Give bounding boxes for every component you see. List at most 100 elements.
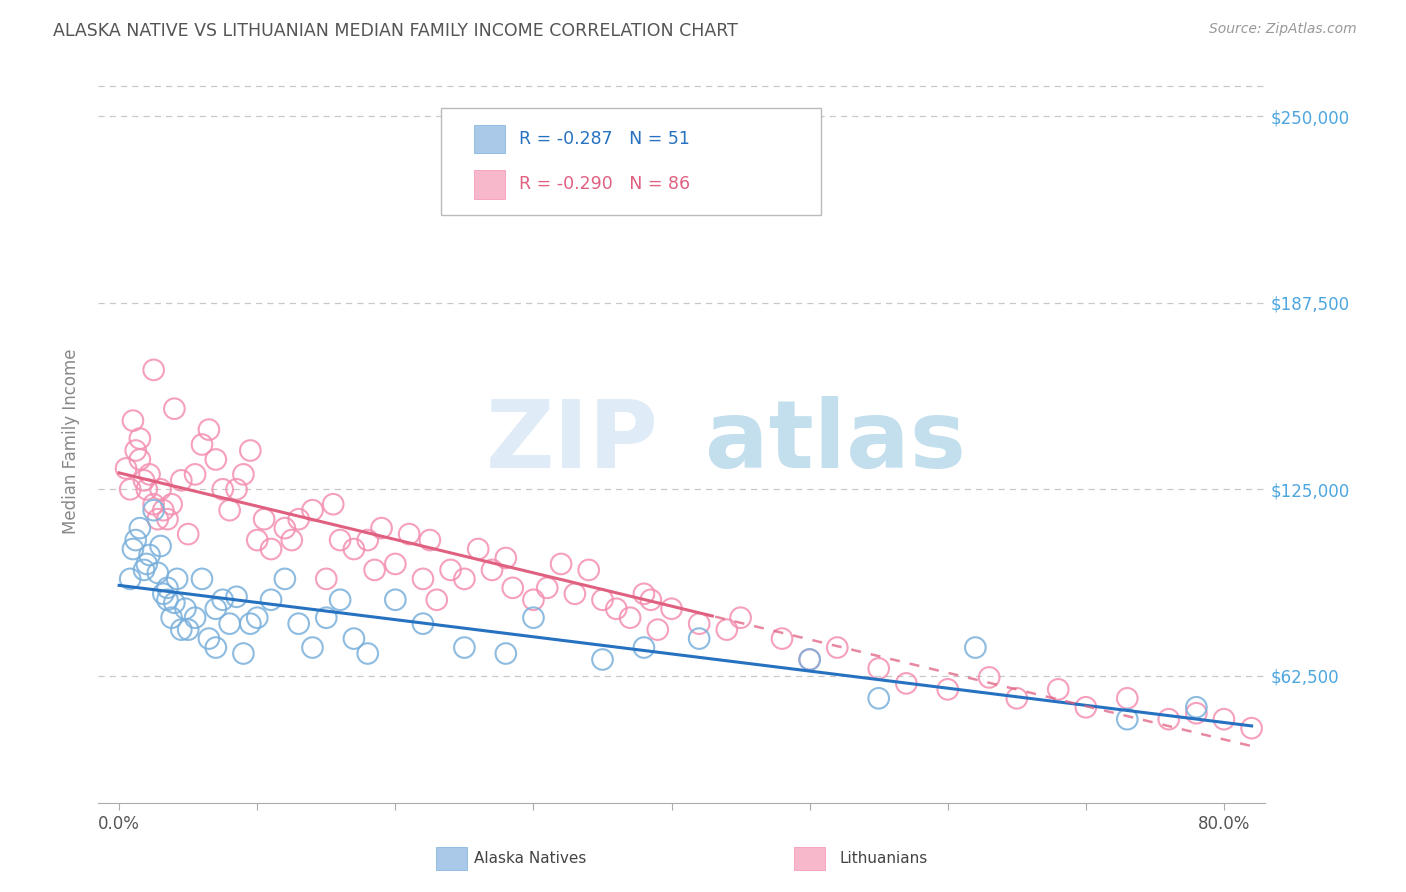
Point bbox=[166, 572, 188, 586]
Point bbox=[357, 533, 380, 547]
Point bbox=[146, 512, 169, 526]
Point bbox=[152, 587, 174, 601]
Point bbox=[1005, 691, 1028, 706]
Point bbox=[412, 572, 434, 586]
Point bbox=[357, 647, 380, 661]
Point bbox=[688, 632, 710, 646]
Point bbox=[211, 592, 233, 607]
Point bbox=[170, 474, 193, 488]
Point bbox=[163, 401, 186, 416]
Point bbox=[868, 661, 890, 675]
Point bbox=[412, 616, 434, 631]
Point bbox=[502, 581, 524, 595]
Point bbox=[142, 497, 165, 511]
Point bbox=[827, 640, 849, 655]
Point bbox=[239, 616, 262, 631]
Point bbox=[135, 483, 157, 497]
Point bbox=[146, 566, 169, 580]
Point bbox=[633, 640, 655, 655]
Point bbox=[225, 483, 247, 497]
Point bbox=[287, 512, 309, 526]
Point bbox=[716, 623, 738, 637]
Point bbox=[142, 503, 165, 517]
Point bbox=[149, 539, 172, 553]
Point bbox=[467, 541, 489, 556]
Point bbox=[177, 527, 200, 541]
Point bbox=[363, 563, 385, 577]
Point bbox=[132, 563, 155, 577]
Point bbox=[253, 512, 276, 526]
Point bbox=[204, 640, 226, 655]
Point bbox=[128, 452, 150, 467]
Point bbox=[184, 610, 207, 624]
Point bbox=[965, 640, 987, 655]
Point bbox=[522, 592, 544, 607]
Point bbox=[1213, 712, 1236, 726]
Point bbox=[260, 592, 283, 607]
Point bbox=[799, 652, 821, 666]
Point bbox=[1240, 721, 1263, 735]
Point bbox=[799, 652, 821, 666]
Point bbox=[384, 557, 406, 571]
Point bbox=[120, 483, 142, 497]
Point bbox=[128, 432, 150, 446]
Point bbox=[578, 563, 600, 577]
Point bbox=[204, 601, 226, 615]
Point bbox=[730, 610, 752, 624]
Point bbox=[384, 592, 406, 607]
Text: R = -0.287   N = 51: R = -0.287 N = 51 bbox=[519, 130, 690, 148]
Point bbox=[218, 616, 240, 631]
Point bbox=[142, 363, 165, 377]
Point bbox=[138, 467, 160, 482]
Point bbox=[274, 521, 297, 535]
Point bbox=[132, 474, 155, 488]
Text: ALASKA NATIVE VS LITHUANIAN MEDIAN FAMILY INCOME CORRELATION CHART: ALASKA NATIVE VS LITHUANIAN MEDIAN FAMIL… bbox=[53, 22, 738, 40]
Point bbox=[198, 632, 221, 646]
Point bbox=[770, 632, 793, 646]
Point bbox=[936, 682, 959, 697]
Point bbox=[156, 592, 179, 607]
Point bbox=[633, 587, 655, 601]
Point bbox=[281, 533, 304, 547]
Point bbox=[125, 443, 148, 458]
Text: atlas: atlas bbox=[706, 395, 966, 488]
Point bbox=[128, 521, 150, 535]
Point bbox=[287, 616, 309, 631]
Point bbox=[1185, 706, 1208, 721]
Point bbox=[246, 533, 269, 547]
Point bbox=[198, 423, 221, 437]
Point bbox=[495, 647, 517, 661]
Point bbox=[550, 557, 572, 571]
Text: Source: ZipAtlas.com: Source: ZipAtlas.com bbox=[1209, 22, 1357, 37]
Point bbox=[204, 452, 226, 467]
Point bbox=[329, 592, 352, 607]
Point bbox=[122, 414, 145, 428]
Point bbox=[160, 610, 183, 624]
Point bbox=[1268, 730, 1291, 744]
Point bbox=[135, 557, 157, 571]
Point bbox=[619, 610, 641, 624]
Point bbox=[522, 610, 544, 624]
Point bbox=[120, 572, 142, 586]
Point bbox=[260, 541, 283, 556]
Point bbox=[592, 652, 614, 666]
Point bbox=[370, 521, 392, 535]
Point bbox=[170, 623, 193, 637]
Point bbox=[125, 533, 148, 547]
Point bbox=[896, 676, 918, 690]
Point bbox=[163, 596, 186, 610]
Text: ZIP: ZIP bbox=[485, 395, 658, 488]
Point bbox=[1282, 721, 1305, 735]
Point bbox=[343, 541, 366, 556]
Point bbox=[481, 563, 503, 577]
Point bbox=[225, 590, 247, 604]
Point bbox=[536, 581, 558, 595]
Point bbox=[329, 533, 352, 547]
Point bbox=[419, 533, 441, 547]
Point bbox=[605, 601, 627, 615]
Point bbox=[156, 512, 179, 526]
Point bbox=[191, 572, 214, 586]
Point bbox=[191, 437, 214, 451]
Point bbox=[156, 581, 179, 595]
Point bbox=[138, 548, 160, 562]
